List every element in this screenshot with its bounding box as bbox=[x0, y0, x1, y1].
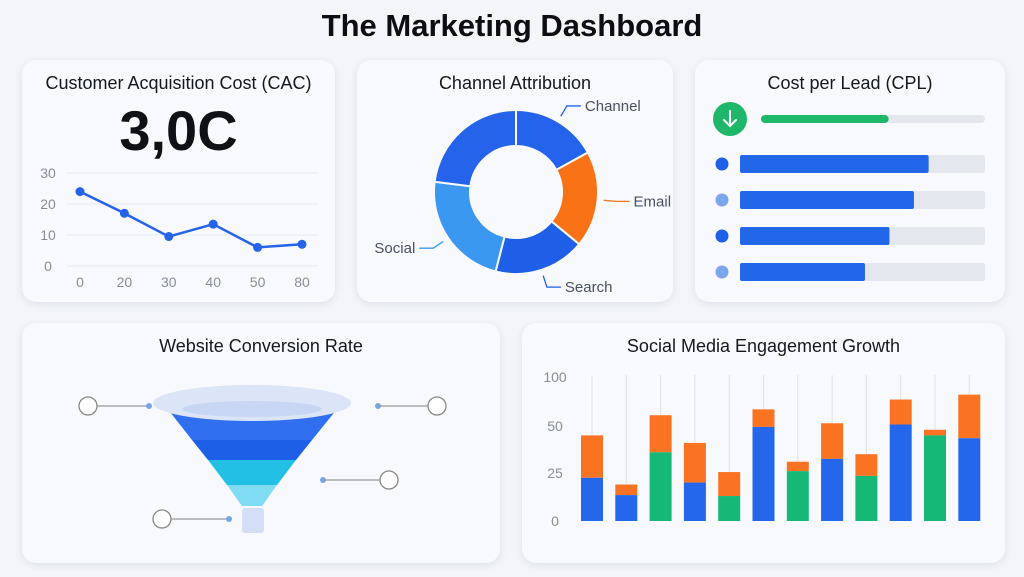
x-tick-label: 20 bbox=[117, 274, 133, 290]
bar-top-segment bbox=[752, 409, 775, 427]
cpl-title: Cost per Lead (CPL) bbox=[767, 73, 933, 93]
cpl-bars bbox=[713, 102, 985, 281]
bar-bullet bbox=[715, 193, 729, 207]
channel-title: Channel Attribution bbox=[438, 73, 592, 93]
bar-top-segment bbox=[786, 461, 809, 472]
donut-slice bbox=[433, 108, 517, 188]
x-tick-label: 80 bbox=[294, 274, 310, 290]
cpl-card: Cost per Lead (CPL) bbox=[695, 60, 1005, 302]
social-bar-chart: 0 25 50 100 bbox=[543, 369, 981, 529]
y-tick-label: 30 bbox=[40, 165, 56, 181]
data-point bbox=[75, 187, 85, 197]
bar-base-segment bbox=[889, 424, 912, 521]
cac-card: Customer Acquisition Cost (CAC) 3,0C 0 10… bbox=[22, 60, 335, 302]
y-tick-label: 0 bbox=[551, 513, 559, 529]
bar-fill bbox=[740, 263, 865, 281]
slice-label: Channel bbox=[585, 98, 641, 115]
data-point bbox=[164, 232, 174, 242]
bar-top-segment bbox=[615, 484, 638, 496]
bar-base-segment bbox=[581, 477, 603, 521]
bar-base-segment bbox=[786, 471, 809, 521]
data-point bbox=[119, 208, 129, 218]
x-tick-label: 50 bbox=[250, 274, 266, 290]
x-tick-label: 40 bbox=[205, 274, 221, 290]
funnel-stage-4 bbox=[227, 485, 277, 506]
cac-value: 3,0C bbox=[119, 99, 238, 162]
bar-top-segment bbox=[683, 442, 706, 483]
y-tick-label: 10 bbox=[40, 227, 56, 243]
bar-top-segment bbox=[718, 472, 741, 497]
bar-base-segment bbox=[958, 438, 981, 521]
bar-base-segment bbox=[649, 452, 672, 521]
bar-base-segment bbox=[821, 458, 844, 521]
data-point bbox=[297, 239, 307, 249]
funnel-callout-bottom-left bbox=[152, 509, 232, 529]
funnel-graphic bbox=[78, 385, 447, 533]
funnel-spout bbox=[242, 508, 264, 533]
funnel-stage-2 bbox=[192, 440, 312, 460]
social-title: Social Media Engagement Growth bbox=[626, 336, 901, 356]
bar-base-segment bbox=[615, 495, 638, 521]
y-tick-label: 25 bbox=[547, 465, 563, 481]
funnel-callout-top-left bbox=[78, 396, 152, 416]
bar-bullet bbox=[715, 157, 729, 171]
bar-base-segment bbox=[752, 426, 775, 521]
bar-top-segment bbox=[581, 435, 603, 478]
data-point bbox=[208, 219, 218, 229]
bar-fill bbox=[740, 227, 890, 245]
bar-fill bbox=[740, 191, 914, 209]
bar-fill bbox=[740, 155, 929, 173]
bar-top-segment bbox=[958, 394, 981, 439]
cac-title: Customer Acquisition Cost (CAC) bbox=[45, 73, 312, 93]
y-tick-label: 20 bbox=[40, 196, 56, 212]
slice-label: Social bbox=[374, 240, 415, 257]
page-title: The Marketing Dashboard bbox=[321, 8, 703, 43]
bar-top-segment bbox=[821, 423, 844, 459]
donut-slice bbox=[433, 180, 506, 273]
funnel-callout-middle-right bbox=[320, 470, 399, 490]
x-tick-label: 0 bbox=[76, 274, 84, 290]
bar-bullet bbox=[715, 229, 729, 243]
bar-top-segment bbox=[889, 399, 912, 425]
bar-base-segment bbox=[855, 475, 878, 521]
arrow-down-glyph bbox=[723, 110, 737, 128]
slice-leader-line bbox=[560, 105, 581, 117]
slice-leader-line bbox=[419, 240, 444, 249]
bar-base-segment bbox=[683, 482, 706, 521]
bar-bullet bbox=[715, 265, 729, 279]
bar-top-segment bbox=[649, 415, 672, 453]
slice-label: Email bbox=[634, 193, 672, 210]
slice-label: Search bbox=[565, 279, 613, 296]
y-tick-label: 100 bbox=[543, 369, 567, 385]
bar-base-segment bbox=[718, 496, 741, 521]
y-tick-label: 0 bbox=[44, 258, 52, 274]
data-point bbox=[253, 242, 263, 252]
bar-base-segment bbox=[924, 435, 946, 521]
social-card: Social Media Engagement Growth 0 25 50 100 bbox=[522, 323, 1005, 563]
funnel-callout-top-right bbox=[375, 396, 447, 416]
slice-leader-line bbox=[542, 275, 561, 288]
conversion-card: Website Conversion Rate bbox=[22, 323, 500, 563]
bar-top-segment bbox=[924, 429, 946, 436]
x-tick-label: 30 bbox=[161, 274, 177, 290]
conversion-title: Website Conversion Rate bbox=[159, 336, 363, 356]
bar-top-segment bbox=[855, 454, 878, 476]
summary-progress-fill bbox=[761, 115, 889, 123]
funnel-stage-3 bbox=[208, 460, 296, 485]
channel-card: Channel Attribution Channel Email Search So… bbox=[357, 60, 673, 302]
channel-donut-chart: Channel Email Search Social bbox=[374, 98, 672, 296]
y-tick-label: 50 bbox=[547, 418, 563, 434]
cac-line bbox=[79, 190, 303, 249]
cac-line-chart: 0 10 20 30 0 20 30 40 50 80 bbox=[40, 165, 318, 290]
slice-leader-line bbox=[603, 199, 630, 203]
